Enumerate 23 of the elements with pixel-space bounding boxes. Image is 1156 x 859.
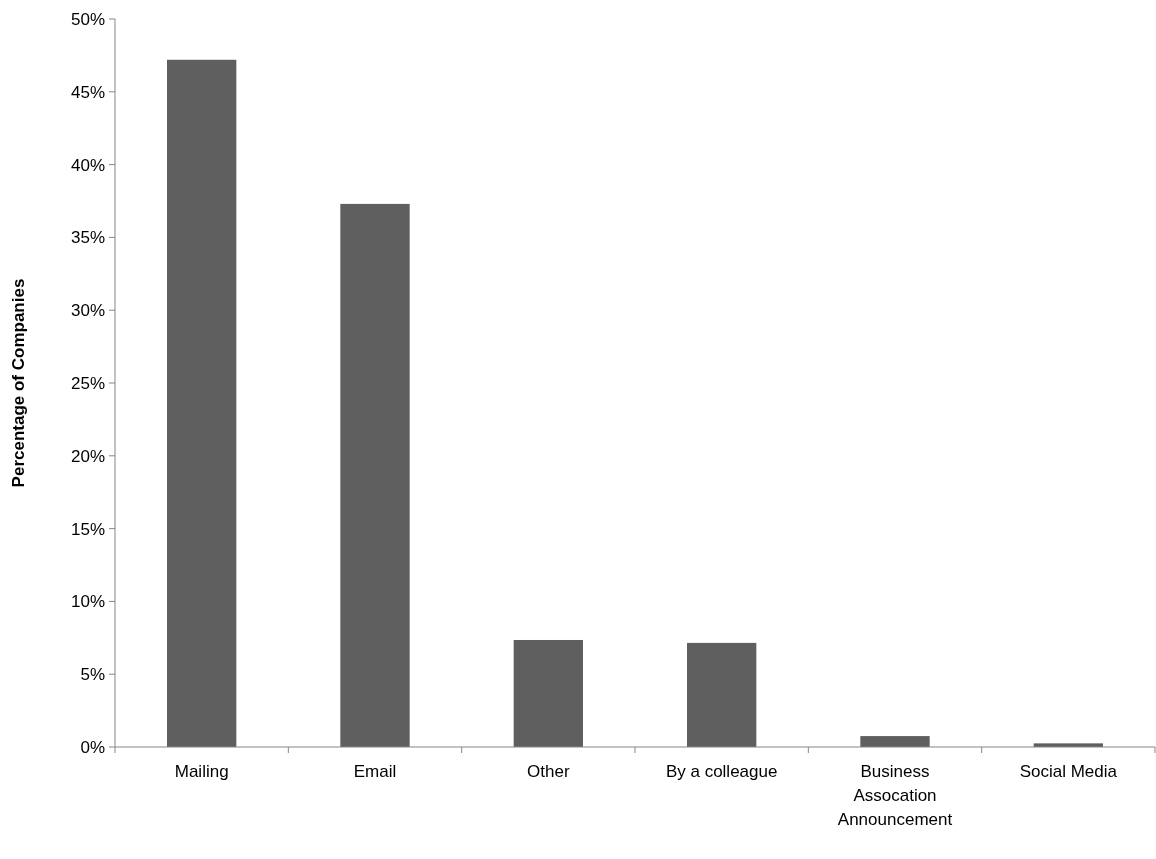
y-tick-label: 50% [70,9,105,29]
y-tick-label: 35% [70,228,105,248]
y-axis-title: Percentage of Companies [9,278,28,488]
y-tick-label: 0% [80,737,105,757]
y-tick-label: 15% [70,519,105,539]
y-tick-label: 40% [70,155,105,175]
x-tick-label: Social Media [1019,762,1118,781]
x-tick-label: Mailing [174,762,229,781]
bar [513,639,583,747]
x-tick-label: Email [353,762,397,781]
x-tick-label: By a colleague [665,762,778,781]
x-tick-label: Business Assocation Announcement [837,762,953,829]
y-tick-label: 45% [70,82,105,102]
y-tick-label: 5% [80,665,105,685]
bar [340,203,410,747]
bar [167,59,237,747]
y-tick-label: 20% [70,446,105,466]
y-tick-label: 25% [70,373,105,393]
bar [687,642,757,747]
x-tick-label: Other [527,762,570,781]
bar [860,736,930,747]
y-tick-label: 10% [70,592,105,612]
y-tick-label: 30% [70,301,105,321]
